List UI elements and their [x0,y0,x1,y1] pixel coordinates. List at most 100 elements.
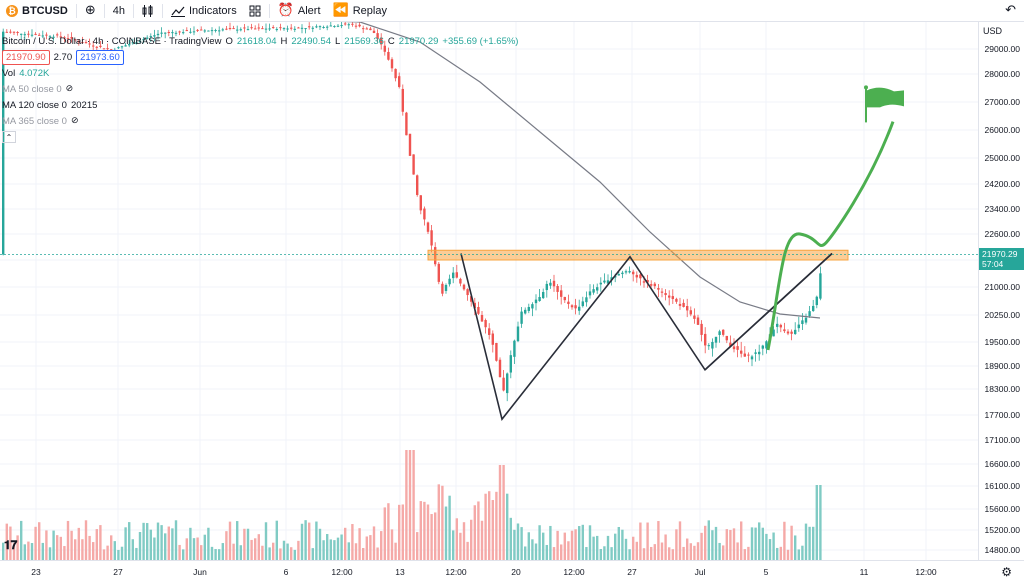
tradingview-logo-icon[interactable]: 𝟏𝟕 [4,538,18,552]
price-tick-label: 18900.00 [984,361,1020,371]
candle-body [362,28,365,30]
volume-bar [282,540,286,560]
eye-slash-icon[interactable]: ⊘ [70,116,79,126]
rewind-icon: ⏪ [332,3,349,18]
eye-slash-icon[interactable]: ⊘ [65,84,74,94]
price-tick-label: 16600.00 [984,459,1020,469]
price-chart[interactable] [0,22,978,560]
flag-icon[interactable] [864,85,904,123]
candle-body [344,23,347,25]
divider [133,3,134,18]
interval-label: 4h [112,4,125,17]
projection-curve[interactable] [766,121,895,351]
volume-bar [725,529,728,560]
chart-type-button[interactable] [136,0,160,22]
moving-average-line [341,22,821,319]
volume-bar [38,522,41,560]
candle-body [329,25,332,27]
candle-body [700,323,703,335]
layouts-button[interactable] [243,0,267,22]
bar-countdown: 57:04 [982,259,1004,270]
volume-bar [444,506,448,560]
volume-bar [214,549,217,560]
candle-body [257,27,260,29]
candle-body [592,289,595,293]
volume-bar [401,504,404,560]
candle-body [635,274,638,278]
candle-body [462,284,466,290]
candle-body [423,208,426,220]
volume-bar [264,522,268,560]
time-axis[interactable]: 23 27 Jun 6 12:00 13 12:00 20 12:00 27 Jul 5 11 12:00… [0,560,1024,583]
candle-body [786,331,790,334]
ma50-label: MA 50 close 0 [2,83,62,95]
volume-bar [812,526,815,560]
volume-bar [99,525,102,560]
ma120-row[interactable]: MA 120 close 0 20215 [2,97,518,113]
ma120-label: MA 120 close 0 [2,99,67,111]
sell-button[interactable]: 21970.90 [2,49,50,65]
collapse-legend-button[interactable]: ⌃ [2,131,16,143]
candle-body [394,68,397,79]
volume-bar [387,503,390,560]
volume-bar [110,535,113,560]
candle-body [671,296,674,300]
candle-body [714,336,718,343]
indicators-button[interactable]: Indicators [165,0,243,22]
gear-icon[interactable]: ⚙ [1001,565,1012,579]
volume-bar [185,538,188,560]
ma365-row[interactable]: MA 365 close 0 ⊘ [2,113,518,129]
candle-body [718,331,721,335]
price-axis[interactable]: USD 29000.00 28000.00 27000.00 26000.00 2500… [978,22,1024,560]
divider [162,3,163,18]
candle-body [455,272,458,278]
volume-bar [686,538,689,560]
interval-button[interactable]: 4h [107,0,131,22]
compare-button[interactable]: ⊕ [79,0,102,22]
time-tick-label: 13 [395,567,405,577]
resistance-zone[interactable] [427,249,849,261]
volume-bar [218,549,221,560]
volume-bar [59,536,62,560]
currency-label[interactable]: USD [983,26,1003,36]
buy-button[interactable]: 21973.60 [76,49,124,65]
candle-body [178,31,181,33]
legend-title-row: Bitcoin / U.S. Dollar · 4h · COINBASE · … [2,33,518,49]
candle-body [2,31,5,255]
candle-body [340,25,343,27]
last-price-value: 21970.29 [982,249,1018,260]
volume-bar [783,521,786,560]
volume-bar [228,521,232,560]
time-tick-label: 12:00 [445,567,467,577]
volume-bar [304,520,307,560]
volume-bar [732,528,736,560]
ma50-row[interactable]: MA 50 close 0 ⊘ [2,81,518,97]
volume-bar [272,542,275,560]
volume-bar [470,519,473,560]
candle-body [556,285,559,292]
w-pattern-line[interactable] [460,252,833,421]
candles-icon [142,4,153,17]
volume-bar [16,535,19,560]
symbol-selector[interactable]: ₿ BTCUSD [0,0,74,22]
volume-bar [567,541,570,560]
candle-body [815,296,818,306]
volume-bar [380,531,383,560]
candle-body [711,341,714,349]
replay-button[interactable]: ⏪ Replay [327,0,393,22]
candle-body [689,310,692,315]
candle-body [509,355,512,373]
alert-button[interactable]: ⏰ Alert [272,0,327,22]
volume-bar [12,542,16,560]
trend-line[interactable] [704,252,833,371]
volume-bar [693,545,696,560]
undo-icon[interactable]: ↶ [1005,3,1016,18]
volume-bar [329,539,332,560]
volume-bar [707,520,710,560]
volume-bar [689,543,692,560]
candle-body [707,345,710,347]
volume-bar [675,529,678,560]
volume-bar [668,547,671,560]
ma365-label: MA 365 close 0 [2,115,67,127]
candle-body [74,39,77,41]
